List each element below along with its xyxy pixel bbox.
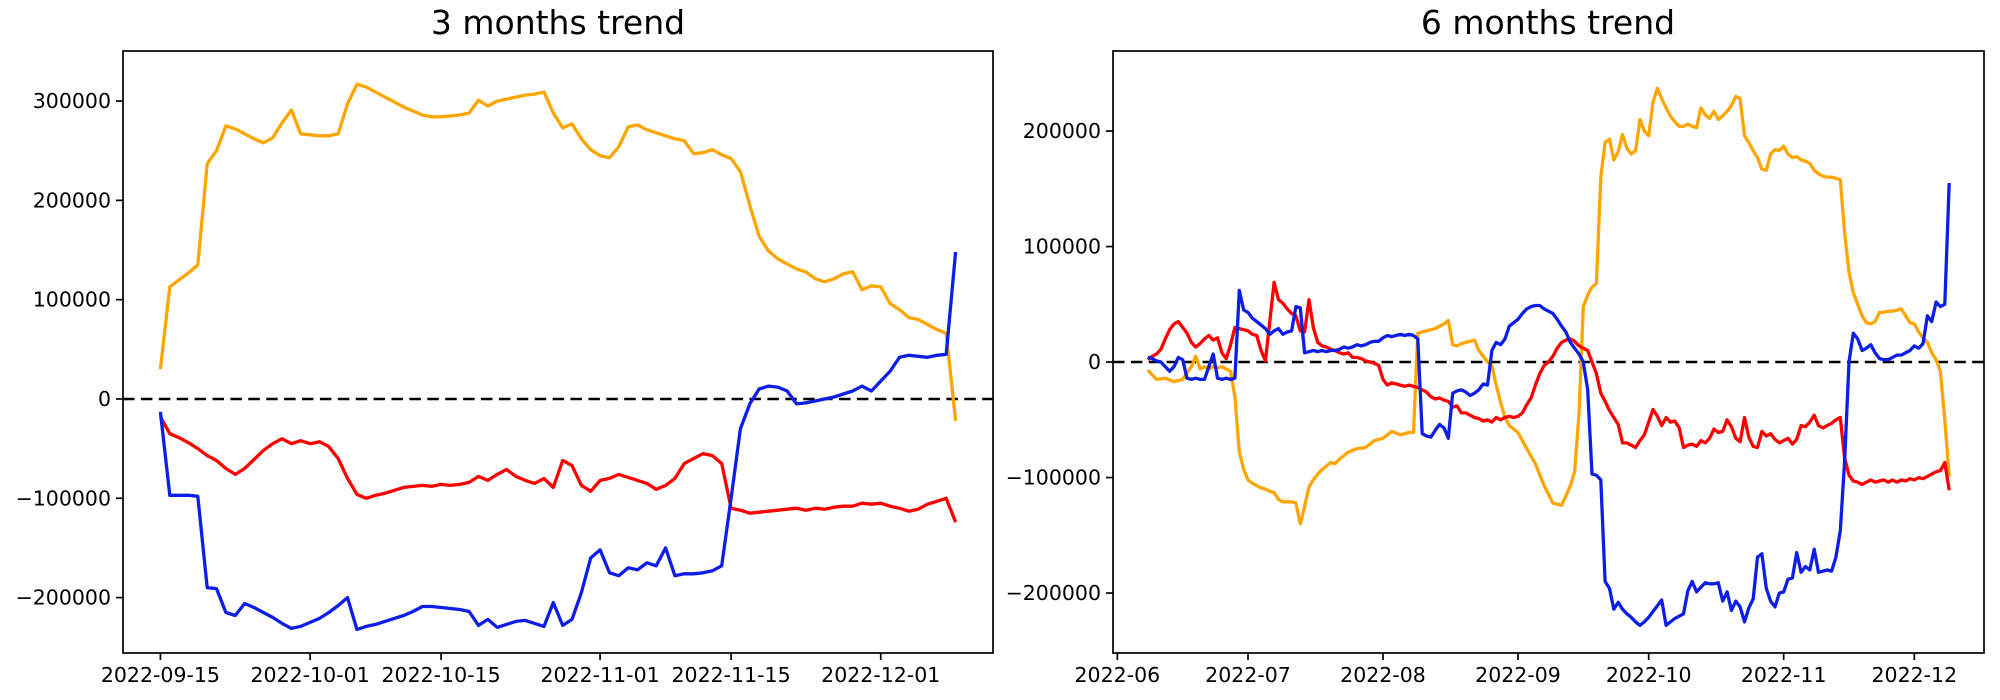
x-tick-label: 2022-09-15 (101, 663, 220, 687)
series-line-blue (158, 251, 958, 632)
chart-title-3-months: 3 months trend (430, 3, 686, 42)
x-tick-label: 2022-06 (1075, 663, 1161, 687)
series-line-red (1146, 280, 1951, 491)
y-tick-label: 300000 (33, 89, 111, 113)
x-tick-label: 2022-10 (1606, 663, 1692, 687)
x-tick-label: 2022-09 (1475, 663, 1561, 687)
axes-border (1112, 50, 1985, 654)
x-tick-label: 2022-10-15 (381, 663, 500, 687)
x-tick-label: 2022-11-01 (541, 663, 660, 687)
x-tick-label: 2022-11-15 (671, 663, 790, 687)
x-tick-label: 2022-08 (1340, 663, 1426, 687)
series-line-red (158, 415, 958, 523)
series-line-blue (1147, 182, 1951, 628)
y-tick-label: 200000 (33, 188, 111, 212)
chart-title-6-months: 6 months trend (1420, 3, 1676, 42)
x-tick-label: 2022-07 (1205, 663, 1291, 687)
series-line-orange (158, 82, 958, 421)
axes-border (122, 50, 994, 654)
series-line-orange (1146, 86, 1951, 526)
y-tick-label: −200000 (16, 586, 111, 610)
y-tick-label: 100000 (1023, 235, 1101, 259)
y-tick-label: −100000 (1006, 466, 1101, 490)
x-tick-label: 2022-12 (1871, 663, 1957, 687)
chart-3-months: 2022-09-15 2022-10-01 2022-10-15 2022-11-01… (16, 50, 994, 687)
x-tick-label: 2022-11 (1741, 663, 1827, 687)
y-tick-label: 200000 (1023, 119, 1101, 143)
chart-6-months: 2022-06 2022-07 2022-08 2022-09 2022-10 2022-… (1006, 50, 1985, 687)
x-tick-label: 2022-12-01 (821, 663, 940, 687)
y-tick-label: 0 (1088, 350, 1101, 374)
y-tick-label: 100000 (33, 288, 111, 312)
y-tick-label: −200000 (1006, 581, 1101, 605)
y-tick-label: −100000 (16, 486, 111, 510)
x-tick-label: 2022-10-01 (251, 663, 370, 687)
y-tick-label: 0 (98, 387, 111, 411)
